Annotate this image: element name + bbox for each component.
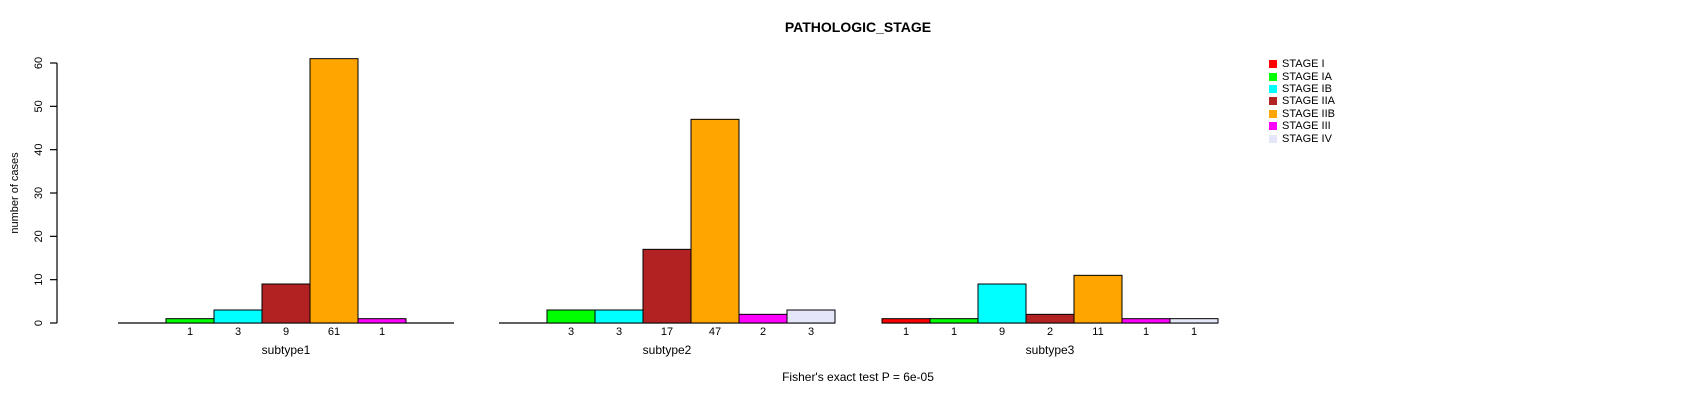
bar-value-label: 3: [808, 326, 814, 338]
bar-subtype1-stage-iia: [261, 283, 311, 324]
legend-swatch-stage-ia: [1269, 72, 1277, 81]
bar-subtype1-stage-ib: [213, 309, 263, 324]
bar-subtype3-stage-ia: [929, 318, 979, 324]
bar-value-label: 17: [661, 326, 673, 338]
legend-label: STAGE I: [1282, 58, 1325, 71]
bar-subtype3-stage-iv: [1169, 318, 1219, 324]
bar-value-label: 1: [903, 326, 909, 338]
bar-value-label: 3: [568, 326, 574, 338]
legend-item-stage-ia: STAGE IA: [1269, 70, 1335, 83]
bar-subtype2-stage-iia: [642, 248, 692, 324]
legend-swatch-stage-iv: [1269, 134, 1277, 143]
bar-subtype3-stage-ib: [977, 283, 1027, 324]
bar-value-label: 9: [999, 326, 1005, 338]
legend-swatch-stage-iia: [1269, 97, 1277, 106]
legend-item-stage-iv: STAGE IV: [1269, 132, 1335, 145]
legend-swatch-stage-i: [1269, 60, 1277, 69]
bar-subtype2-stage-iib: [690, 118, 740, 324]
bar-subtype3-stage-i: [881, 318, 931, 324]
bar-value-label: 61: [328, 326, 340, 338]
bar-value-label: 11: [1092, 326, 1103, 338]
bar-value-label: 3: [235, 326, 241, 338]
y-axis-title: number of cases: [9, 152, 21, 234]
y-axis-tick-label: 10: [33, 274, 45, 286]
y-axis-tick-label: 30: [33, 187, 45, 199]
bar-subtype2-stage-iii: [738, 313, 788, 324]
legend-swatch-stage-iii: [1269, 122, 1277, 131]
x-axis-group-label-subtype3: subtype3: [1026, 343, 1075, 357]
bar-value-label: 1: [379, 326, 385, 338]
legend-item-stage-iia: STAGE IIA: [1269, 95, 1335, 107]
y-axis-tick-label: 0: [33, 320, 45, 326]
legend: STAGE I STAGE IA STAGE IB STAGE IIA STAGE II…: [1269, 58, 1335, 145]
y-axis-tick-label: 50: [33, 100, 45, 112]
legend-label: STAGE III: [1282, 120, 1331, 133]
x-axis-group-label-subtype1: subtype1: [262, 343, 311, 357]
legend-label: STAGE IIB: [1282, 107, 1335, 120]
x-axis-group-label-subtype2: subtype2: [643, 343, 692, 357]
y-axis-tick-label: 40: [33, 144, 45, 156]
legend-item-stage-ib: STAGE IB: [1269, 83, 1335, 95]
fisher-test-note: Fisher's exact test P = 6e-05: [782, 370, 934, 384]
legend-swatch-stage-iib: [1269, 109, 1277, 118]
legend-item-stage-iib: STAGE IIB: [1269, 108, 1335, 120]
bar-value-label: 2: [760, 326, 766, 338]
y-axis-tick-label: 60: [33, 57, 45, 69]
bar-subtype3-stage-iii: [1121, 318, 1171, 324]
bar-value-label: 1: [187, 326, 193, 338]
bar-value-label: 1: [951, 326, 957, 338]
legend-item-stage-iii: STAGE III: [1269, 120, 1335, 132]
bar-subtype2-stage-iv: [786, 309, 836, 324]
bar-value-label: 9: [283, 326, 289, 338]
bar-value-label: 47: [709, 326, 721, 338]
bar-subtype2-stage-ib: [594, 309, 644, 324]
legend-label: STAGE IV: [1282, 132, 1332, 145]
legend-swatch-stage-ib: [1269, 84, 1277, 93]
legend-label: STAGE IIA: [1282, 95, 1335, 108]
bar-subtype1-stage-ia: [165, 318, 215, 324]
legend-item-stage-i: STAGE I: [1269, 58, 1335, 70]
y-axis-tick-label: 20: [33, 230, 45, 242]
legend-label: STAGE IB: [1282, 82, 1332, 95]
bar-value-label: 2: [1047, 326, 1053, 338]
bar-value-label: 3: [616, 326, 622, 338]
bar-subtype1-stage-iib: [309, 58, 359, 324]
bar-subtype3-stage-iia: [1025, 313, 1075, 324]
bar-value-label: 1: [1191, 326, 1197, 338]
bar-subtype3-stage-iib: [1073, 274, 1123, 324]
bar-subtype1-stage-iii: [357, 318, 407, 324]
legend-label: STAGE IA: [1282, 70, 1332, 83]
bar-subtype2-stage-ia: [546, 309, 596, 324]
bar-value-label: 1: [1143, 326, 1149, 338]
chart-title: PATHOLOGIC_STAGE: [784, 19, 932, 35]
